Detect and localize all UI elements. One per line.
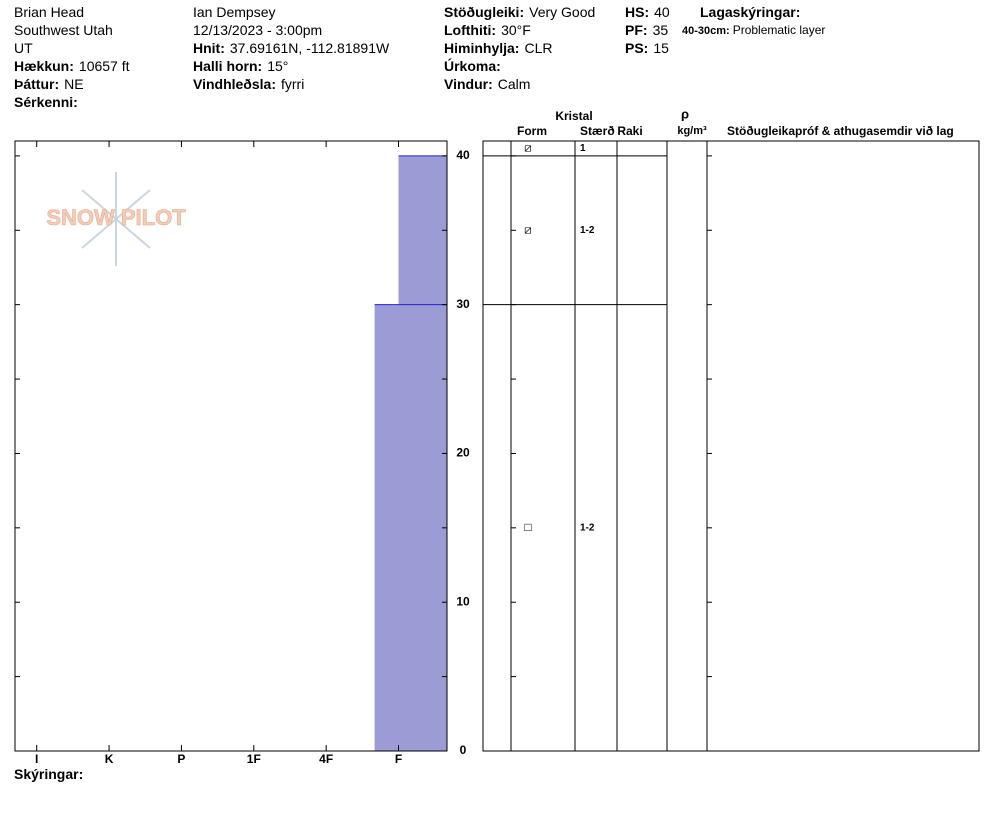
- header-field: Halli horn: 15°: [193, 58, 288, 74]
- y-tick-label: 0: [460, 743, 467, 757]
- crystal-size: 1-2: [580, 225, 595, 236]
- field-label: HS:: [625, 4, 650, 20]
- header-field: UT: [14, 40, 33, 56]
- field-label: Sérkenni:: [14, 94, 78, 110]
- header-field: Lofthiti: 30°F: [444, 22, 531, 38]
- x-tick-label: 4F: [319, 752, 333, 766]
- y-tick-label: 10: [456, 594, 470, 608]
- header-field: Þáttur: NE: [14, 76, 84, 92]
- header-field: Ian Dempsey: [193, 4, 275, 20]
- field-value: 15°: [267, 58, 289, 74]
- header-field: Brian Head: [14, 4, 84, 20]
- field-label: Hnit:: [193, 40, 225, 56]
- table-header: Form: [517, 124, 547, 138]
- field-value: CLR: [524, 40, 553, 56]
- table-header: Stærð: [580, 124, 615, 138]
- field-value: 40: [654, 4, 670, 20]
- table-header: Raki: [617, 124, 642, 138]
- field-label: PS:: [625, 40, 649, 56]
- hardness-bar: [398, 155, 447, 305]
- notes-title: Lagaskýringar:: [700, 4, 800, 20]
- note-text: Problematic layer: [732, 23, 826, 37]
- field-label: Lofthiti:: [444, 22, 497, 38]
- footer-label: Skýringar:: [14, 766, 84, 782]
- header-field: HS: 40: [625, 4, 670, 20]
- field-label: Stöðugleiki:: [444, 4, 525, 20]
- header-field: Úrkoma:: [444, 58, 506, 74]
- layer-note: 40-30cm: Problematic layer: [682, 23, 825, 37]
- footer: Skýringar:: [14, 766, 83, 782]
- header-field: Sérkenni:: [14, 94, 83, 110]
- x-tick-label: 1F: [247, 752, 261, 766]
- field-value: Very Good: [529, 4, 596, 20]
- crystal-size: 1-2: [580, 522, 595, 533]
- field-value: UT: [14, 40, 33, 56]
- field-value: 12/13/2023 - 3:00pm: [193, 22, 323, 38]
- crystal-form: ⧄: [524, 222, 532, 236]
- field-label: PF:: [625, 22, 648, 38]
- y-tick-label: 20: [456, 446, 470, 460]
- hardness-bar: [374, 304, 447, 751]
- field-value: NE: [64, 76, 84, 92]
- field-label: Þáttur:: [14, 76, 60, 92]
- logo-flake: [81, 172, 151, 266]
- table-header: Kristal: [555, 109, 592, 123]
- header-field: PF: 35: [625, 22, 668, 38]
- header-field: Stöðugleiki: Very Good: [444, 4, 595, 20]
- crystal-size: 1: [580, 143, 586, 154]
- field-value: 35: [652, 22, 669, 38]
- table-header: kg/m³: [677, 125, 707, 137]
- field-value: 30°F: [501, 22, 531, 38]
- field-label: Vindhleðsla:: [193, 76, 276, 92]
- y-tick-label: 40: [456, 148, 470, 162]
- header-field: Vindhleðsla: fyrri: [193, 76, 304, 92]
- table-header: Stöðugleikapróf & athugasemdir við lag: [727, 124, 954, 138]
- field-value: Brian Head: [14, 4, 85, 20]
- logo: SNOW PILOT: [46, 205, 186, 230]
- field-label: Hækkun:: [14, 58, 74, 74]
- field-label: Halli horn:: [193, 58, 263, 74]
- header-field: 12/13/2023 - 3:00pm: [193, 22, 322, 38]
- field-value: Calm: [497, 76, 531, 92]
- field-label: Vindur:: [444, 76, 493, 92]
- field-value: Ian Dempsey: [193, 4, 276, 20]
- table-frame: [482, 140, 980, 752]
- x-tick-label: I: [35, 752, 38, 766]
- x-tick-label: P: [177, 752, 185, 766]
- field-label: Úrkoma:: [444, 58, 501, 74]
- chart-frame: [14, 140, 448, 752]
- notes-title: Lagaskýringar:: [700, 4, 801, 20]
- y-tick-label: 30: [456, 297, 470, 311]
- field-value: Southwest Utah: [14, 22, 113, 38]
- header-field: Himinhylja: CLR: [444, 40, 552, 56]
- header-field: Hnit: 37.69161N, -112.81891W: [193, 40, 389, 56]
- field-value: fyrri: [280, 76, 305, 92]
- header-field: Southwest Utah: [14, 22, 113, 38]
- note-range: 40-30cm:: [682, 25, 730, 37]
- x-tick-label: K: [105, 752, 114, 766]
- crystal-form: □: [524, 520, 531, 534]
- crystal-form: ⧄: [524, 141, 532, 155]
- table-header: ρ: [681, 106, 689, 121]
- header-field: Vindur: Calm: [444, 76, 530, 92]
- x-tick-label: F: [395, 752, 402, 766]
- field-value: 37.69161N, -112.81891W: [229, 40, 390, 56]
- header-field: Hækkun: 10657 ft: [14, 58, 130, 74]
- field-value: 10657 ft: [78, 58, 130, 74]
- field-label: Himinhylja:: [444, 40, 520, 56]
- field-value: 15: [653, 40, 669, 56]
- header-field: PS: 15: [625, 40, 669, 56]
